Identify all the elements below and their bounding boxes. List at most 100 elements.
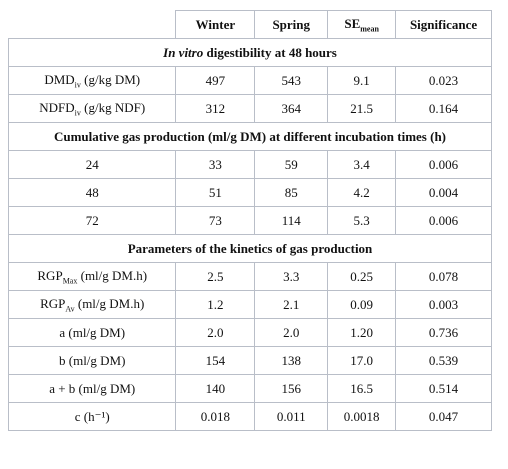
data-row: a (ml/g DM) 2.0 2.0 1.20 0.736: [7, 318, 492, 347]
value-cell: 21.5: [327, 94, 397, 123]
value-cell: 154: [175, 346, 256, 375]
text: a (ml/g DM): [59, 324, 126, 340]
text: Spring: [272, 16, 311, 32]
value-cell: 138: [254, 346, 329, 375]
section-row: In vitro digestibility at 48 hours: [8, 38, 492, 67]
row-label: NDFDiv (g/kg NDF): [7, 94, 177, 123]
value-cell: 0.018: [175, 402, 256, 431]
row-label: 24: [7, 150, 177, 179]
text: DMD: [44, 71, 75, 87]
value-cell: 0.011: [254, 402, 329, 431]
column-header: Significance: [395, 10, 492, 39]
section-title: In vitro digestibility at 48 hours: [8, 38, 492, 67]
value-cell: 114: [254, 206, 329, 235]
value-cell: 156: [254, 374, 329, 403]
text: 48: [85, 184, 99, 200]
section-row: Cumulative gas production (ml/g DM) at d…: [8, 122, 492, 151]
value-cell: 0.047: [395, 402, 492, 431]
text: Cumulative gas production (ml/g DM) at d…: [53, 128, 447, 144]
value-cell: 0.023: [395, 66, 492, 95]
value-cell: 2.5: [175, 262, 256, 291]
value-cell: 9.1: [327, 66, 397, 95]
text: 72: [85, 212, 99, 228]
data-row: 72 73 114 5.3 0.006: [7, 206, 492, 235]
row-label: 48: [7, 178, 177, 207]
value-cell: 0.003: [395, 290, 492, 319]
text: NDFD: [39, 99, 75, 115]
value-cell: 0.006: [395, 150, 492, 179]
value-cell: 140: [175, 374, 256, 403]
subscript: Av: [65, 304, 75, 314]
row-label: DMDiv (g/kg DM): [7, 66, 177, 95]
subscript: mean: [360, 24, 379, 34]
value-cell: 17.0: [327, 346, 397, 375]
data-row: 24 33 59 3.4 0.006: [7, 150, 492, 179]
section-title: Cumulative gas production (ml/g DM) at d…: [8, 122, 492, 151]
value-cell: 3.4: [327, 150, 397, 179]
value-cell: 2.0: [254, 318, 329, 347]
text: Winter: [195, 16, 236, 32]
value-cell: 312: [175, 94, 256, 123]
text: SE: [344, 15, 361, 31]
data-table: Winter Spring SEmean Significance In vitro d…: [7, 10, 492, 431]
value-cell: 543: [254, 66, 329, 95]
value-cell: 0.004: [395, 178, 492, 207]
value-cell: 364: [254, 94, 329, 123]
value-cell: 0.078: [395, 262, 492, 291]
value-cell: 16.5: [327, 374, 397, 403]
subscript: iv: [74, 80, 81, 90]
column-header: SEmean: [327, 10, 397, 39]
value-cell: 0.539: [395, 346, 492, 375]
row-label: 72: [7, 206, 177, 235]
data-row: DMDiv (g/kg DM) 497 543 9.1 0.023: [7, 66, 492, 95]
text: Parameters of the kinetics of gas produc…: [127, 240, 373, 256]
column-header: Winter: [175, 10, 256, 39]
value-cell: 59: [254, 150, 329, 179]
subscript: iv: [74, 108, 81, 118]
value-cell: 1.20: [327, 318, 397, 347]
header-row: Winter Spring SEmean Significance: [8, 10, 492, 39]
text: b (ml/g DM): [59, 352, 126, 368]
value-cell: 0.514: [395, 374, 492, 403]
value-cell: 0.09: [327, 290, 397, 319]
value-cell: 5.3: [327, 206, 397, 235]
value-cell: 0.736: [395, 318, 492, 347]
row-label: b (ml/g DM): [7, 346, 177, 375]
data-row: RGPAv (ml/g DM.h) 1.2 2.1 0.09 0.003: [7, 290, 492, 319]
data-row: RGPMax (ml/g DM.h) 2.5 3.3 0.25 0.078: [7, 262, 492, 291]
value-cell: 51: [175, 178, 256, 207]
value-cell: 4.2: [327, 178, 397, 207]
italic-text: In vitro: [163, 44, 204, 60]
value-cell: 85: [254, 178, 329, 207]
row-label: c (h⁻¹): [7, 402, 177, 431]
text: (g/kg DM): [80, 71, 141, 87]
value-cell: 1.2: [175, 290, 256, 319]
value-cell: 0.006: [395, 206, 492, 235]
value-cell: 3.3: [254, 262, 329, 291]
text: (ml/g DM.h): [74, 295, 145, 311]
column-header: Spring: [254, 10, 329, 39]
section-title: Parameters of the kinetics of gas produc…: [8, 234, 492, 263]
empty-cell: [8, 10, 177, 39]
value-cell: 2.1: [254, 290, 329, 319]
subscript: Max: [62, 276, 78, 286]
section-row: Parameters of the kinetics of gas produc…: [8, 234, 492, 263]
data-row: a + b (ml/g DM) 140 156 16.5 0.514: [7, 374, 492, 403]
text: a + b (ml/g DM): [49, 380, 136, 396]
text: 24: [85, 156, 99, 172]
data-row: c (h⁻¹) 0.018 0.011 0.0018 0.047: [7, 402, 492, 431]
text: (ml/g DM.h): [77, 267, 148, 283]
value-cell: 0.25: [327, 262, 397, 291]
row-label: a + b (ml/g DM): [7, 374, 177, 403]
data-row: 48 51 85 4.2 0.004: [7, 178, 492, 207]
value-cell: 0.164: [395, 94, 492, 123]
value-cell: 2.0: [175, 318, 256, 347]
text: RGP: [40, 295, 66, 311]
value-cell: 33: [175, 150, 256, 179]
text: c (h⁻¹): [74, 408, 110, 424]
text: digestibility at 48 hours: [203, 44, 337, 60]
text: RGP: [37, 267, 63, 283]
value-cell: 0.0018: [327, 402, 397, 431]
value-cell: 73: [175, 206, 256, 235]
